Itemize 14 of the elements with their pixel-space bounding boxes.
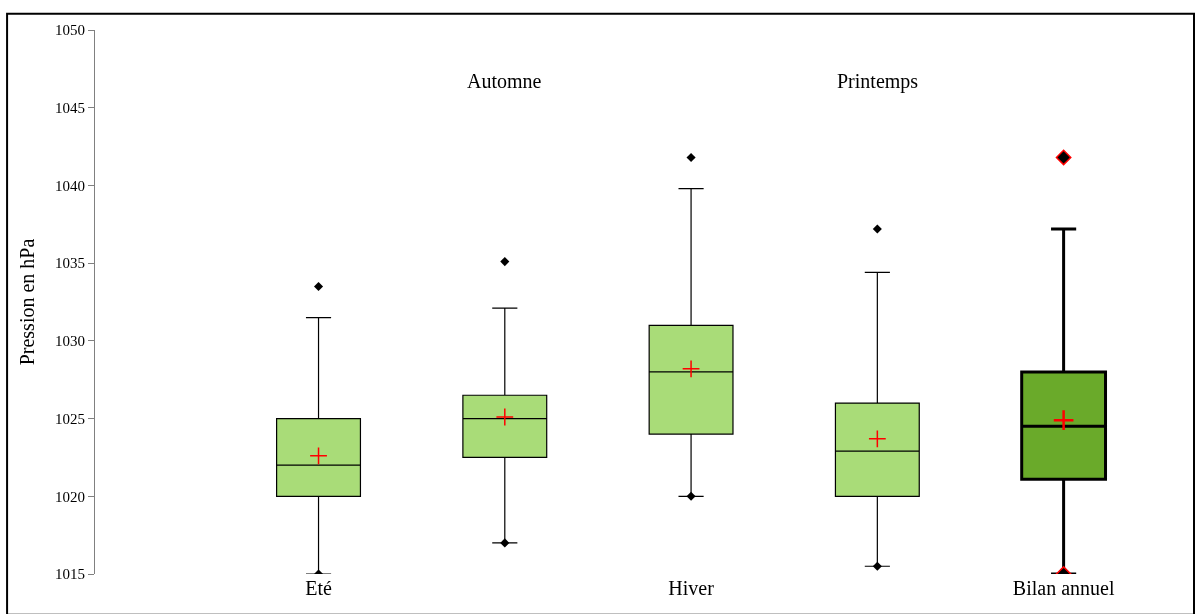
- y-tick-label: 1025: [55, 410, 85, 427]
- y-tick-label: 1020: [55, 488, 85, 505]
- y-tick-label: 1040: [55, 177, 85, 194]
- x-tick-label: Bilan annuel: [1012, 577, 1115, 599]
- x-tick-label: Eté: [305, 577, 332, 599]
- x-tick-label: Automne: [467, 70, 542, 92]
- x-tick-label: Printemps: [837, 70, 919, 93]
- y-tick-label: 1015: [55, 566, 85, 583]
- y-tick-label: 1030: [55, 333, 85, 350]
- y-tick-label: 1045: [55, 99, 85, 116]
- y-axis-title: Pression en hPa: [15, 238, 38, 366]
- y-tick-label: 1035: [55, 255, 85, 272]
- y-tick-label: 1050: [55, 22, 85, 39]
- x-tick-label: Hiver: [668, 577, 715, 599]
